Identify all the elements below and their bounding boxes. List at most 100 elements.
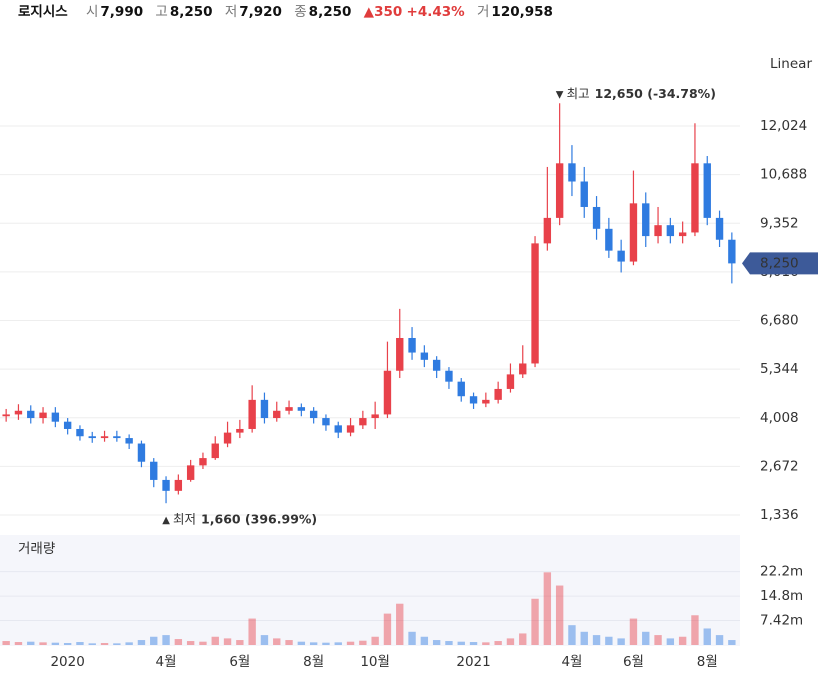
y-tick-label: 10,688 bbox=[760, 167, 807, 183]
volume-bar bbox=[383, 613, 392, 645]
volume-bar bbox=[113, 643, 121, 645]
volume-bar bbox=[420, 636, 429, 645]
volume-bar bbox=[186, 641, 195, 645]
low-annotation-label: 최저 bbox=[173, 512, 196, 527]
change-percent: +4.43% bbox=[406, 4, 465, 20]
y-tick-label: 6,680 bbox=[760, 313, 799, 329]
volume-title: 거래량 bbox=[18, 541, 55, 557]
candle-body bbox=[223, 432, 232, 444]
volume-bar bbox=[297, 641, 306, 645]
volume-bar bbox=[715, 635, 724, 645]
candle-body bbox=[580, 181, 588, 207]
volume-bar bbox=[678, 636, 687, 645]
candle-body bbox=[162, 479, 170, 491]
high-label: 고 bbox=[155, 4, 168, 20]
volume-bar bbox=[199, 641, 207, 645]
volume-bar bbox=[654, 635, 662, 645]
candle-body bbox=[617, 250, 625, 262]
candle-body bbox=[494, 388, 502, 400]
x-tick-label: 4월 bbox=[561, 654, 582, 670]
candle-body bbox=[543, 217, 552, 244]
open-value: 7,990 bbox=[100, 4, 144, 20]
volume-bar bbox=[2, 641, 10, 645]
change-arrow: ▲ bbox=[363, 4, 375, 20]
volume-bar bbox=[150, 636, 158, 645]
candle-body bbox=[51, 412, 60, 422]
candle-body bbox=[654, 225, 662, 237]
volume-bar bbox=[457, 641, 465, 645]
close-value: 8,250 bbox=[308, 4, 352, 20]
volume-bar bbox=[248, 618, 256, 645]
open-label: 시 bbox=[85, 4, 99, 20]
stock-name: 로지시스 bbox=[18, 4, 68, 20]
candle-body bbox=[113, 436, 121, 439]
high-value: 8,250 bbox=[169, 4, 213, 20]
change-value: 350 bbox=[374, 4, 403, 20]
x-tick-label: 6월 bbox=[623, 654, 644, 670]
volume-bar bbox=[592, 635, 601, 645]
candle-body bbox=[39, 412, 47, 419]
candle-body bbox=[691, 163, 699, 233]
volume-bar bbox=[617, 638, 625, 645]
candle-body bbox=[469, 396, 478, 404]
candle-body bbox=[236, 428, 244, 433]
volume-bar bbox=[174, 639, 183, 645]
volume-bar bbox=[703, 628, 711, 645]
volume-bar bbox=[728, 640, 736, 645]
candle-body bbox=[420, 352, 429, 360]
volume-value: 120,958 bbox=[491, 4, 553, 20]
volume-bar bbox=[76, 642, 84, 645]
volume-bar bbox=[691, 615, 699, 645]
volume-bar bbox=[605, 636, 613, 645]
volume-bar bbox=[309, 642, 318, 645]
y-tick-label: 2,672 bbox=[760, 458, 799, 474]
volume-bar bbox=[100, 643, 109, 645]
candle-body bbox=[359, 418, 367, 426]
candle-body bbox=[248, 399, 256, 429]
candle-body bbox=[371, 414, 379, 419]
candle-body bbox=[678, 232, 687, 237]
candle-body bbox=[285, 407, 293, 411]
high-annotation-label: 최고 bbox=[567, 86, 590, 101]
candle-body bbox=[592, 206, 601, 229]
x-tick-label: 6월 bbox=[229, 654, 250, 670]
x-tick-label: 8월 bbox=[697, 654, 718, 670]
x-tick-label: 2021 bbox=[456, 654, 490, 670]
volume-bar bbox=[531, 598, 539, 645]
candle-body bbox=[666, 225, 675, 237]
candle-body bbox=[14, 410, 23, 415]
volume-bar bbox=[359, 640, 367, 645]
x-tick-label: 8월 bbox=[303, 654, 324, 670]
candle-body bbox=[273, 410, 281, 419]
volume-bar bbox=[629, 618, 638, 645]
volume-bar bbox=[88, 643, 96, 645]
candle-body bbox=[605, 228, 613, 251]
volume-bar bbox=[408, 631, 416, 645]
volume-bar bbox=[211, 636, 219, 645]
volume-bar bbox=[223, 638, 232, 645]
y-tick-label: 4,008 bbox=[760, 410, 799, 426]
x-tick-label: 10월 bbox=[360, 654, 390, 670]
candle-body bbox=[76, 428, 84, 437]
volume-bar bbox=[51, 642, 60, 645]
candle-body bbox=[100, 436, 109, 439]
price-tag bbox=[742, 252, 818, 275]
candle-body bbox=[728, 239, 736, 264]
candle-body bbox=[703, 163, 711, 218]
candle-body bbox=[482, 399, 490, 404]
candle-body bbox=[199, 458, 207, 466]
candle-body bbox=[445, 370, 453, 382]
volume-bar bbox=[162, 635, 170, 645]
candle-body bbox=[174, 479, 183, 491]
volume-bar bbox=[14, 642, 23, 645]
volume-bar bbox=[260, 635, 269, 645]
volume-tick-label: 14.8m bbox=[760, 588, 803, 604]
volume-bar bbox=[469, 642, 478, 645]
candle-body bbox=[211, 443, 219, 459]
volume-bar bbox=[322, 642, 330, 645]
volume-bar bbox=[334, 642, 342, 645]
candle-body bbox=[629, 203, 638, 262]
volume-label: 거 bbox=[477, 4, 490, 20]
candle-body bbox=[63, 421, 72, 429]
candle-body bbox=[322, 418, 330, 426]
